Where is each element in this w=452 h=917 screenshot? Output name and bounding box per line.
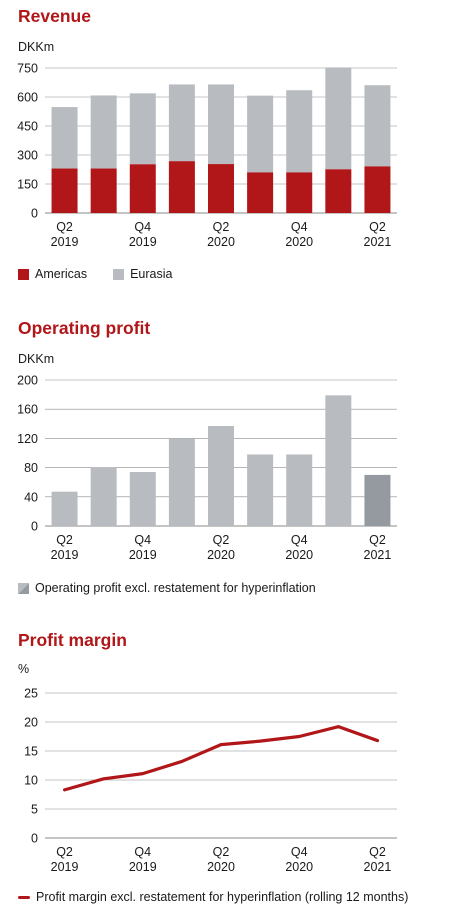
operating-profit-legend: Operating profit excl. restatement for h… [18, 581, 316, 595]
y-tick-label: 80 [24, 461, 38, 475]
bar-americas [90, 168, 117, 213]
profit-margin-title: Profit margin [18, 630, 127, 650]
bar-americas [364, 166, 391, 213]
revenue-chart-section: Revenue DKKm 0 150 300 450 600 750 Q2 2019 Q4 201… [0, 0, 452, 300]
y-tick-label: 450 [17, 120, 38, 134]
x-tick-label: 2019 [51, 235, 79, 249]
bar-operating-profit [247, 454, 274, 526]
x-tick-label: Q2 [213, 220, 230, 234]
eurasia-swatch [113, 268, 125, 280]
x-tick-label: Q2 [369, 533, 386, 547]
profit-margin-line [62, 725, 380, 792]
y-tick-label: 15 [24, 745, 38, 759]
x-tick-label: Q2 [56, 533, 73, 547]
x-tick-label: 2019 [129, 548, 157, 562]
operating-profit-chart: 04080120160200Q22019Q42019Q22020Q42020Q2… [17, 374, 397, 562]
bar-eurasia [208, 84, 234, 165]
x-tick-label: 2020 [207, 860, 235, 874]
bar-americas [247, 172, 274, 213]
bar-eurasia [247, 95, 274, 173]
bar-eurasia [51, 107, 78, 169]
bar-operating-profit [129, 471, 156, 526]
bar-eurasia [364, 85, 391, 167]
y-tick-label: 40 [24, 490, 38, 504]
x-tick-label: 2020 [207, 548, 235, 562]
bar-americas [51, 168, 78, 213]
operating-profit-chart-section: Operating profit DKKm 0 40 80 120 160 200 Q2 20… [17, 318, 397, 595]
bar-operating-profit [325, 395, 352, 526]
bar-operating-profit [286, 454, 313, 526]
y-tick-label: 750 [17, 62, 38, 76]
americas-legend-label: Americas [35, 267, 88, 281]
x-tick-label: Q4 [291, 220, 308, 234]
revenue-title: Revenue [18, 6, 91, 26]
revenue-chart: 0150300450600750Q22019Q42019Q22020Q42020… [17, 62, 397, 249]
bar-eurasia [325, 67, 352, 170]
bar-eurasia [129, 93, 156, 165]
revenue-unit: DKKm [18, 40, 55, 54]
x-tick-label: Q2 [213, 845, 230, 859]
y-tick-label: 300 [17, 149, 38, 163]
x-tick-label: Q2 [213, 533, 230, 547]
y-tick-label: 25 [24, 687, 38, 701]
bar-americas [325, 169, 352, 213]
profit-margin-unit: % [18, 662, 30, 676]
bar-operating-profit [51, 491, 78, 526]
x-tick-label: Q2 [369, 220, 386, 234]
x-tick-label: 2021 [364, 860, 392, 874]
x-tick-label: 2020 [285, 548, 313, 562]
bar-operating-profit [208, 425, 234, 526]
profit-margin-legend-label: Profit margin excl. restatement for hype… [36, 890, 409, 904]
x-tick-label: Q4 [134, 220, 151, 234]
y-tick-label: 5 [31, 803, 38, 817]
y-tick-label: 160 [17, 403, 38, 417]
bar-eurasia [90, 95, 117, 169]
americas-swatch [18, 268, 29, 280]
x-tick-label: 2019 [51, 548, 79, 562]
x-tick-label: 2021 [364, 548, 392, 562]
eurasia-legend-label: Eurasia [130, 267, 173, 281]
revenue-legend: Americas Eurasia [18, 267, 172, 281]
bar-americas [286, 172, 313, 213]
x-tick-label: Q2 [369, 845, 386, 859]
y-tick-label: 10 [24, 774, 38, 788]
y-tick-label: 150 [17, 178, 38, 192]
x-tick-label: Q2 [56, 220, 73, 234]
y-tick-label: 0 [31, 832, 38, 846]
x-tick-label: Q4 [291, 533, 308, 547]
y-tick-label: 20 [24, 716, 38, 730]
bar-eurasia [168, 84, 195, 162]
profit-margin-legend: Profit margin excl. restatement for hype… [18, 890, 408, 904]
y-tick-label: 200 [17, 374, 38, 388]
bar-operating-profit [168, 438, 195, 526]
y-tick-label: 120 [17, 432, 38, 446]
bar-eurasia [286, 90, 313, 173]
x-tick-label: 2020 [285, 860, 313, 874]
operating-profit-unit: DKKm [18, 352, 55, 366]
profit-margin-legend-swatch [18, 895, 30, 899]
operating-profit-legend-swatch [18, 582, 29, 594]
x-tick-label: Q4 [291, 845, 308, 859]
x-tick-label: Q4 [134, 533, 151, 547]
y-tick-label: 0 [31, 520, 38, 534]
x-tick-label: Q2 [56, 845, 73, 859]
x-tick-label: 2019 [129, 235, 157, 249]
bar-americas [168, 161, 195, 213]
bar-americas [208, 164, 234, 213]
bar-operating-profit [90, 467, 117, 526]
x-tick-label: 2019 [129, 860, 157, 874]
x-tick-label: 2020 [207, 235, 235, 249]
x-tick-label: 2019 [51, 860, 79, 874]
operating-profit-title: Operating profit [18, 318, 151, 338]
y-tick-label: 600 [17, 91, 38, 105]
bar-americas [129, 164, 156, 213]
operating-profit-legend-label: Operating profit excl. restatement for h… [35, 581, 316, 595]
x-tick-label: 2021 [364, 235, 392, 249]
x-tick-label: 2020 [285, 235, 313, 249]
bar-operating-profit [364, 474, 391, 526]
x-tick-label: Q4 [134, 845, 151, 859]
y-tick-label: 0 [31, 207, 38, 221]
